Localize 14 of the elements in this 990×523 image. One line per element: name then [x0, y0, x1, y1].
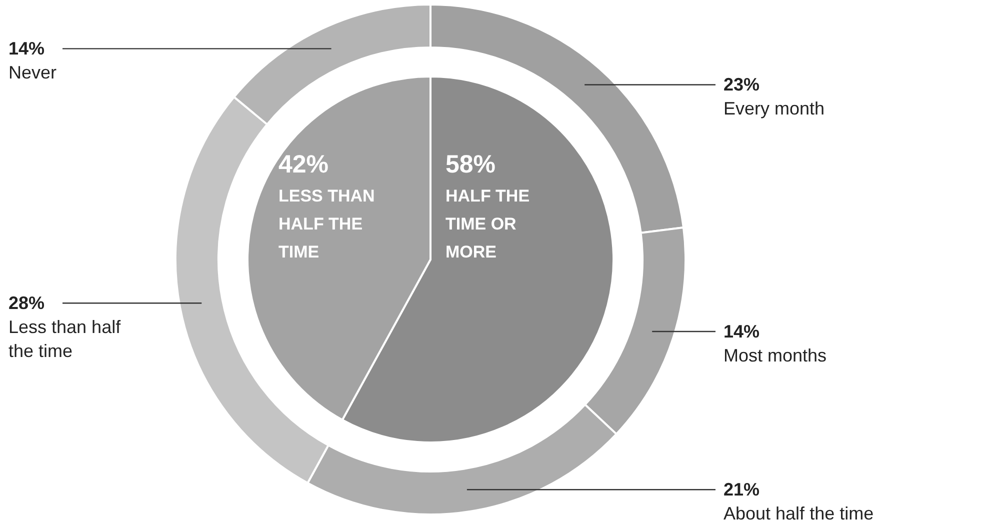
slice-label: Never — [8, 62, 57, 83]
text: LESS THAN HALF THE TIME — [278, 186, 375, 262]
slice-label: About half the time — [724, 504, 874, 523]
data-label: 14% — [724, 322, 760, 342]
data-label: 28% — [8, 293, 45, 314]
slice-label: Most months — [724, 346, 827, 366]
data-label: 21% — [724, 480, 760, 500]
slice-label: Every month — [724, 98, 825, 119]
data-label: 42% — [278, 150, 329, 178]
data-label: 14% — [8, 38, 45, 59]
data-label: 23% — [724, 74, 760, 95]
data-label: 58% — [446, 150, 496, 178]
slice-label: Less than half the time — [8, 317, 122, 362]
text: HALF THE TIME OR MORE — [446, 186, 530, 262]
